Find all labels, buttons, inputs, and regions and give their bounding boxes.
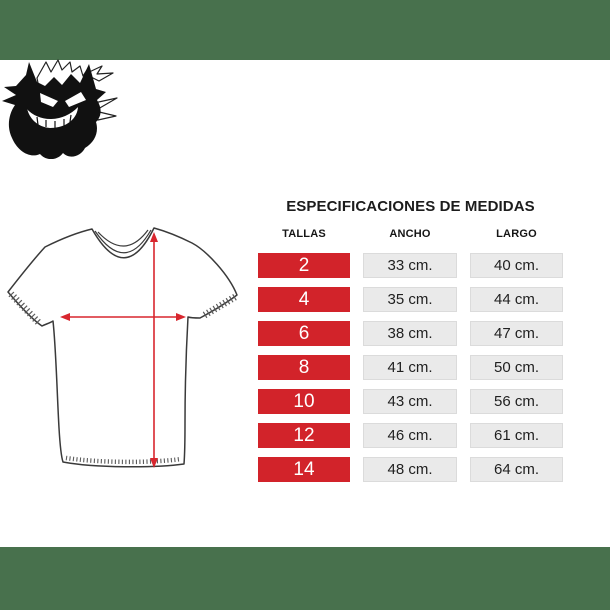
hem-stitching bbox=[65, 455, 182, 465]
size-cell: 14 bbox=[258, 457, 350, 482]
top-green-band bbox=[0, 0, 610, 60]
table-row: 8 41 cm. 50 cm. bbox=[258, 355, 563, 380]
table-row: 12 46 cm. 61 cm. bbox=[258, 423, 563, 448]
largo-cell: 56 cm. bbox=[470, 389, 563, 414]
column-header-tallas: TALLAS bbox=[282, 228, 326, 240]
chart-title: ESPECIFICACIONES DE MEDIDAS bbox=[286, 198, 535, 215]
largo-cell: 40 cm. bbox=[470, 253, 563, 278]
ancho-cell: 46 cm. bbox=[363, 423, 457, 448]
largo-cell: 44 cm. bbox=[470, 287, 563, 312]
size-cell: 12 bbox=[258, 423, 350, 448]
largo-cell: 61 cm. bbox=[470, 423, 563, 448]
ancho-cell: 33 cm. bbox=[363, 253, 457, 278]
tshirt-diagram bbox=[7, 227, 238, 468]
ancho-cell: 38 cm. bbox=[363, 321, 457, 346]
size-cell: 8 bbox=[258, 355, 350, 380]
table-row: 14 48 cm. 64 cm. bbox=[258, 457, 563, 482]
right-cuff-stitching bbox=[201, 293, 237, 320]
ancho-cell: 43 cm. bbox=[363, 389, 457, 414]
size-cell: 6 bbox=[258, 321, 350, 346]
size-cell: 10 bbox=[258, 389, 350, 414]
column-header-largo: LARGO bbox=[496, 228, 537, 240]
tshirt-outline bbox=[7, 227, 238, 468]
ancho-cell: 41 cm. bbox=[363, 355, 457, 380]
table-row: 2 33 cm. 40 cm. bbox=[258, 253, 563, 278]
gengar-body bbox=[2, 62, 106, 159]
ancho-cell: 48 cm. bbox=[363, 457, 457, 482]
chart-rows: 2 33 cm. 40 cm. 4 35 cm. 44 cm. 6 38 cm.… bbox=[258, 253, 563, 482]
left-cuff-stitching bbox=[8, 291, 42, 326]
largo-cell: 50 cm. bbox=[470, 355, 563, 380]
largo-cell: 47 cm. bbox=[470, 321, 563, 346]
table-row: 10 43 cm. 56 cm. bbox=[258, 389, 563, 414]
table-row: 6 38 cm. 47 cm. bbox=[258, 321, 563, 346]
gengar-logo-icon bbox=[2, 59, 118, 159]
column-header-ancho: ANCHO bbox=[389, 228, 431, 240]
table-row: 4 35 cm. 44 cm. bbox=[258, 287, 563, 312]
ancho-cell: 35 cm. bbox=[363, 287, 457, 312]
size-cell: 2 bbox=[258, 253, 350, 278]
bottom-green-band bbox=[0, 547, 610, 610]
size-cell: 4 bbox=[258, 287, 350, 312]
width-arrow bbox=[60, 313, 186, 321]
largo-cell: 64 cm. bbox=[470, 457, 563, 482]
chart-header-row: TALLAS ANCHO LARGO bbox=[258, 228, 563, 240]
length-arrow bbox=[150, 232, 158, 468]
